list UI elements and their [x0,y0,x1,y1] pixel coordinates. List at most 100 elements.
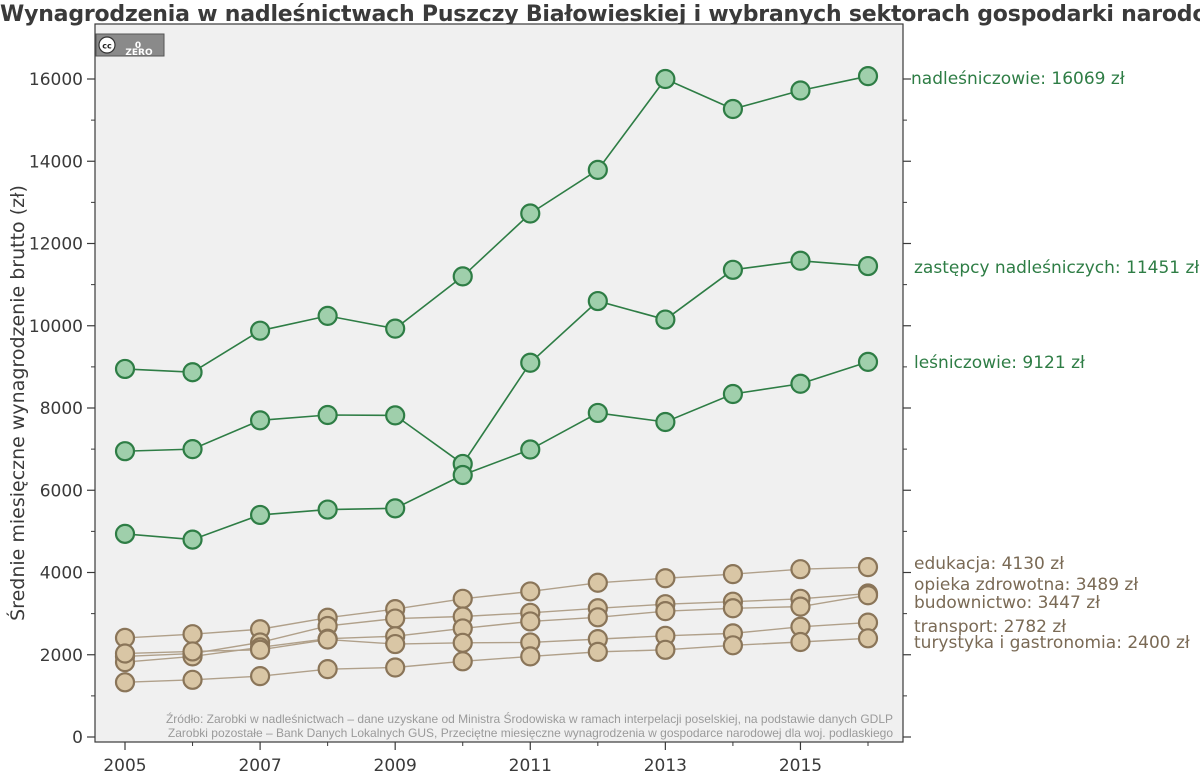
data-point [385,633,406,655]
data-point [182,624,203,645]
cc-icon-text: cc [102,42,112,51]
y-tick-label: 0 [72,728,83,748]
data-point [655,601,676,622]
series-line-nadleśniczowie [124,75,869,374]
data-point [249,320,271,341]
source-line-1: Źródło: Zarobki w nadleśnictwach – dane … [166,711,893,726]
data-point [182,641,203,662]
data-point [114,672,136,693]
plot-area [94,23,904,743]
data-point [857,255,879,277]
data-point [655,568,676,589]
cc-icon [98,36,116,54]
data-point [452,632,473,653]
data-point [182,362,203,383]
zero-caption: ZERO [125,48,153,58]
data-point [520,352,541,373]
series-label-opieka-zdrowotna: opieka zdrowotna: 3489 zł [914,575,1138,595]
data-point [452,588,473,609]
data-point [857,628,879,649]
data-point [452,651,473,672]
data-point [722,564,744,585]
series-points-turystyka-i-gastronomia [114,628,879,693]
y-tick-label: 14000 [29,152,83,172]
series-line-edukacja [124,566,869,639]
data-point [249,639,271,660]
data-point [249,410,271,431]
data-point [385,657,406,678]
data-point [317,659,338,680]
data-point [655,309,676,330]
data-point [587,607,608,628]
data-point [587,159,608,180]
data-point [520,439,541,460]
data-point [114,523,136,544]
y-tick-label: 12000 [29,235,83,255]
data-point [790,631,811,653]
data-point [317,629,338,650]
source-line-2: Zarobki pozostałe – Bank Danych Lokalnyc… [168,726,893,740]
data-point [452,464,473,486]
data-point [790,559,811,580]
x-tick-label: 2007 [238,756,281,776]
data-point [655,411,676,433]
data-point [790,250,811,271]
series-lines [124,75,869,684]
data-point [857,351,879,372]
x-tick-label: 2015 [779,756,822,776]
data-point [114,441,136,462]
zero-icon: 0 [135,41,141,51]
x-tick-label: 2009 [374,756,417,776]
series-points-nadleśniczowie [114,66,879,383]
y-tick-label: 6000 [40,481,83,501]
data-point [317,404,338,426]
series-points-leśniczowie [114,351,879,550]
data-point [722,635,744,656]
data-point [857,585,879,606]
data-point [249,666,271,687]
series-line-zastępcy-nadleśniczych [124,259,869,466]
data-point [790,80,811,101]
x-tick-label: 2005 [103,756,146,776]
data-point [520,581,541,602]
data-point [317,499,338,520]
series-layer [114,66,879,693]
data-point [790,373,811,394]
data-point [790,596,811,617]
data-point [722,98,744,120]
data-point [857,557,879,578]
data-point [182,529,203,550]
data-point [587,572,608,593]
data-point [587,641,608,662]
data-point [249,504,271,526]
x-tick-label: 2011 [509,756,552,776]
data-point [385,608,406,629]
y-tick-label: 16000 [29,70,83,90]
data-point [317,305,338,326]
data-point [114,358,136,380]
data-point [587,290,608,312]
y-tick-label: 2000 [40,646,83,666]
data-point [452,266,473,287]
data-point [722,598,744,619]
series-label-leśniczowie: leśniczowie: 9121 zł [914,353,1085,373]
data-point [520,611,541,632]
data-point [182,439,203,460]
series-label-zastępcy-nadleśniczych: zastępcy nadleśniczych: 11451 zł [914,258,1199,278]
y-tick-label: 4000 [40,564,83,584]
series-label-budownictwo: budownictwo: 3447 zł [914,593,1100,613]
series-label-nadleśniczowie: nadleśniczowie: 16069 zł [911,69,1125,89]
data-point [722,259,744,280]
data-point [385,318,406,339]
data-point [857,66,879,87]
series-labels: nadleśniczowie: 16069 zł zastępcy nadleśn… [911,69,1199,653]
series-label-turystyka-i-gastronomia: turystyka i gastronomia: 2400 zł [914,633,1190,653]
data-point [520,203,541,224]
data-point [587,402,608,424]
x-tick-label: 2013 [644,756,687,776]
chart-title: Wynagrodzenia w nadleśnictwach Puszczy B… [0,2,1200,27]
data-point [114,643,136,664]
y-tick-label: 8000 [40,399,83,419]
series-label-edukacja: edukacja: 4130 zł [914,554,1064,574]
series-line-opieka-zdrowotna [124,592,869,658]
